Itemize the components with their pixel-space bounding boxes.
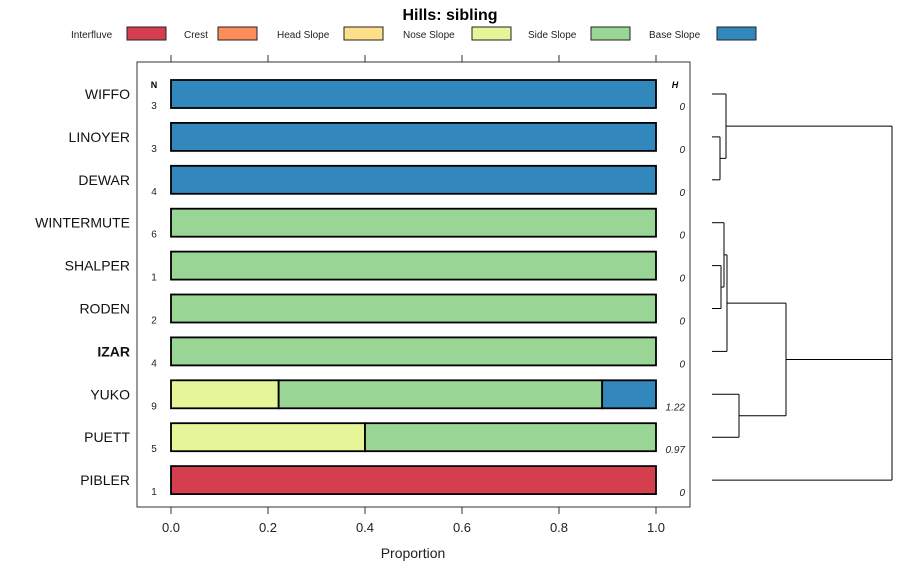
- bar-segment-base-slope: [170, 79, 657, 109]
- x-tick-label: 0.6: [453, 520, 471, 535]
- n-value: 5: [151, 444, 157, 455]
- legend-swatch-side-slope: [590, 26, 631, 41]
- plot-frame: [136, 61, 691, 508]
- row-label: DEWAR: [78, 172, 130, 188]
- bar-segment-base-slope: [170, 122, 657, 152]
- bar-segment-side-slope: [170, 207, 657, 238]
- bar-segment-side-slope: [364, 422, 657, 453]
- legend-label: Head Slope: [277, 30, 330, 41]
- n-value: 1: [151, 487, 157, 498]
- row-label: YUKO: [90, 386, 130, 402]
- h-value: 0: [679, 145, 685, 156]
- n-value: 4: [151, 358, 157, 369]
- h-value: 0: [679, 102, 685, 113]
- row-label: RODEN: [79, 301, 130, 317]
- legend-label: Base Slope: [649, 30, 701, 41]
- n-value: 4: [151, 187, 157, 198]
- n-value: 2: [151, 316, 157, 327]
- n-value: 3: [151, 101, 157, 112]
- h-value: 0: [679, 188, 685, 199]
- bar-segment-side-slope: [170, 336, 657, 367]
- h-value: 0: [679, 231, 685, 242]
- n-value: 6: [151, 230, 157, 241]
- h-value: 1.22: [666, 402, 686, 413]
- legend-label: Nose Slope: [403, 30, 455, 41]
- bar-segment-interfluve: [170, 465, 657, 496]
- x-axis-label: Proportion: [381, 545, 446, 561]
- row-label: WINTERMUTE: [35, 215, 130, 231]
- legend-label: Side Slope: [528, 30, 577, 41]
- x-tick-label: 1.0: [647, 520, 665, 535]
- x-tick-label: 0.2: [259, 520, 277, 535]
- h-value: 0: [679, 274, 685, 285]
- bar-segment-side-slope: [277, 379, 604, 410]
- x-tick-label: 0.4: [356, 520, 374, 535]
- row-label: WIFFO: [85, 86, 130, 102]
- bar-segment-base-slope: [601, 379, 657, 410]
- chart-title: Hills: sibling: [402, 7, 497, 24]
- legend-swatch-head-slope: [343, 26, 384, 41]
- row-label: LINOYER: [69, 129, 130, 145]
- h-header: H: [672, 80, 679, 90]
- legend-swatch-crest: [217, 26, 258, 41]
- legend-swatch-nose-slope: [471, 26, 512, 41]
- bar-segment-base-slope: [170, 164, 657, 195]
- bar-segment-side-slope: [170, 293, 657, 324]
- n-value: 1: [151, 273, 157, 284]
- row-label: PIBLER: [80, 472, 130, 488]
- bar-segment-nose-slope: [170, 422, 366, 453]
- row-label: SHALPER: [65, 258, 130, 274]
- row-label: PUETT: [84, 429, 130, 445]
- row-label: IZAR: [97, 343, 130, 359]
- bar-segment-side-slope: [170, 250, 657, 281]
- bar-segment-nose-slope: [170, 379, 280, 410]
- n-value: 9: [151, 401, 157, 412]
- x-tick-label: 0.0: [162, 520, 180, 535]
- legend-swatch-interfluve: [126, 26, 167, 41]
- legend-label: Interfluve: [71, 30, 113, 41]
- legend-swatch-base-slope: [716, 26, 757, 41]
- h-value: 0: [679, 359, 685, 370]
- h-value: 0: [679, 317, 685, 328]
- x-tick-label: 0.8: [550, 520, 568, 535]
- h-value: 0: [679, 488, 685, 499]
- n-header: N: [151, 80, 158, 90]
- n-value: 3: [151, 144, 157, 155]
- h-value: 0.97: [666, 445, 686, 456]
- legend-label: Crest: [184, 30, 208, 41]
